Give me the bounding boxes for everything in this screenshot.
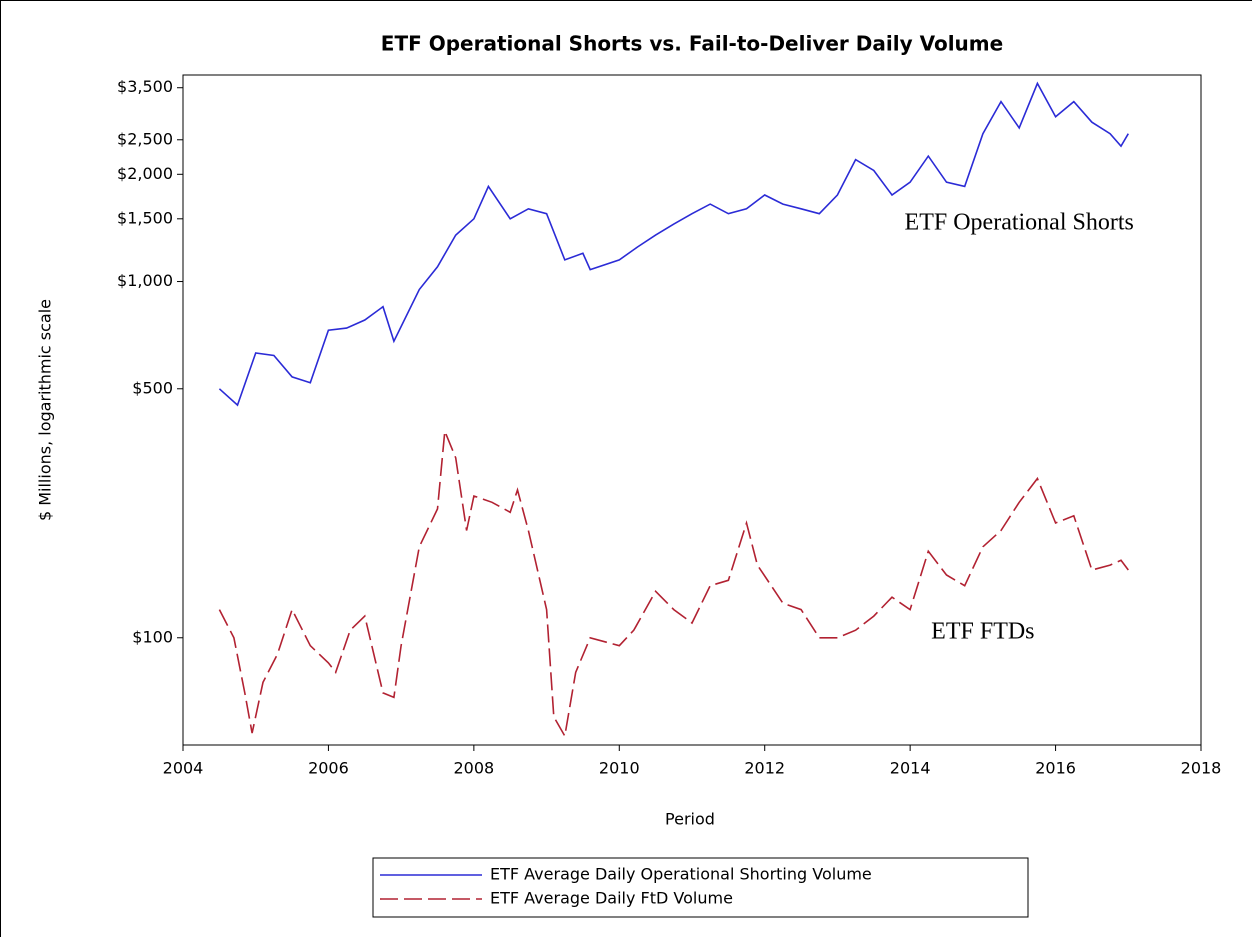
plot-frame bbox=[183, 75, 1201, 745]
x-tick-label: 2014 bbox=[890, 759, 931, 778]
x-axis-label: Period bbox=[665, 810, 715, 829]
annotation: ETF FTDs bbox=[931, 619, 1034, 645]
x-tick-label: 2010 bbox=[599, 759, 640, 778]
y-tick-label: $2,000 bbox=[117, 164, 173, 183]
y-tick-label: $500 bbox=[132, 378, 173, 397]
y-tick-label: $100 bbox=[132, 627, 173, 646]
y-tick-label: $1,500 bbox=[117, 208, 173, 227]
legend-label: ETF Average Daily FtD Volume bbox=[490, 889, 733, 908]
series-line bbox=[219, 431, 1128, 736]
y-tick-label: $3,500 bbox=[117, 77, 173, 96]
x-tick-label: 2004 bbox=[163, 759, 204, 778]
chart-title: ETF Operational Shorts vs. Fail-to-Deliv… bbox=[381, 32, 1003, 56]
x-tick-label: 2018 bbox=[1181, 759, 1222, 778]
series-line bbox=[219, 83, 1128, 405]
x-tick-label: 2016 bbox=[1035, 759, 1076, 778]
y-tick-label: $2,500 bbox=[117, 129, 173, 148]
y-axis-label: $ Millions, logarithmic scale bbox=[36, 299, 55, 521]
annotation: ETF Operational Shorts bbox=[905, 210, 1134, 236]
legend-label: ETF Average Daily Operational Shorting V… bbox=[490, 865, 872, 884]
y-tick-label: $1,000 bbox=[117, 271, 173, 290]
x-tick-label: 2008 bbox=[453, 759, 494, 778]
x-tick-label: 2012 bbox=[744, 759, 785, 778]
x-tick-label: 2006 bbox=[308, 759, 349, 778]
